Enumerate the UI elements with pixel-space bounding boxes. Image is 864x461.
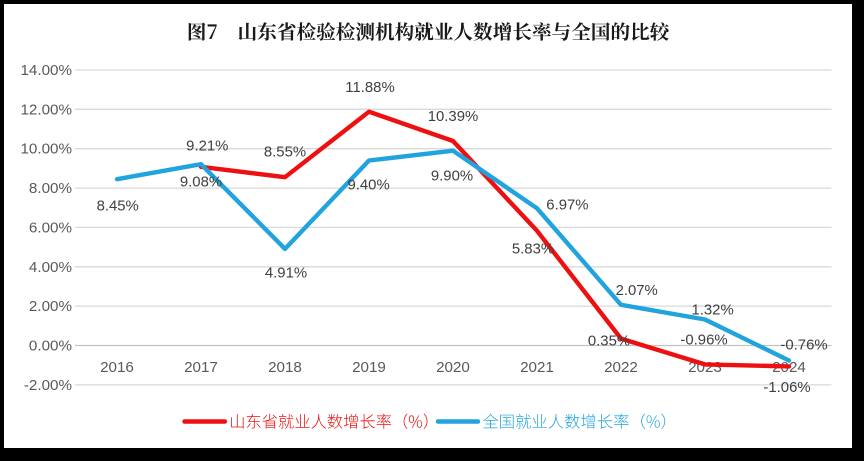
svg-text:8.45%: 8.45% xyxy=(97,199,139,215)
svg-text:-0.76%: -0.76% xyxy=(780,337,827,353)
svg-text:9.40%: 9.40% xyxy=(347,178,389,194)
svg-text:12.00%: 12.00% xyxy=(20,101,72,118)
svg-text:2019: 2019 xyxy=(352,359,386,376)
svg-text:6.00%: 6.00% xyxy=(29,219,72,236)
svg-text:1.32%: 1.32% xyxy=(691,303,733,319)
svg-text:10.00%: 10.00% xyxy=(20,141,72,158)
svg-text:4.91%: 4.91% xyxy=(265,265,307,281)
svg-text:2016: 2016 xyxy=(100,359,134,376)
svg-text:0.00%: 0.00% xyxy=(29,338,72,355)
svg-text:5.83%: 5.83% xyxy=(512,241,554,257)
svg-text:8.55%: 8.55% xyxy=(264,145,306,161)
svg-text:2017: 2017 xyxy=(184,359,218,376)
svg-text:4.00%: 4.00% xyxy=(29,259,72,276)
svg-text:0.35%: 0.35% xyxy=(588,334,630,350)
svg-text:11.88%: 11.88% xyxy=(345,80,394,96)
svg-text:6.97%: 6.97% xyxy=(546,197,588,213)
svg-text:2.07%: 2.07% xyxy=(616,283,658,299)
svg-text:14.00%: 14.00% xyxy=(20,62,72,79)
svg-text:10.39%: 10.39% xyxy=(428,109,479,125)
svg-text:9.90%: 9.90% xyxy=(431,169,473,185)
svg-text:9.21%: 9.21% xyxy=(186,139,228,155)
svg-text:2021: 2021 xyxy=(520,359,554,376)
svg-text:-0.96%: -0.96% xyxy=(680,332,727,348)
svg-text:-2.00%: -2.00% xyxy=(24,377,72,394)
svg-text:2020: 2020 xyxy=(436,359,470,376)
svg-text:-1.06%: -1.06% xyxy=(763,380,810,396)
svg-text:8.00%: 8.00% xyxy=(29,180,72,197)
svg-text:2.00%: 2.00% xyxy=(29,298,72,315)
svg-text:2022: 2022 xyxy=(604,359,638,376)
svg-text:9.08%: 9.08% xyxy=(180,174,222,190)
svg-text:2018: 2018 xyxy=(268,359,302,376)
